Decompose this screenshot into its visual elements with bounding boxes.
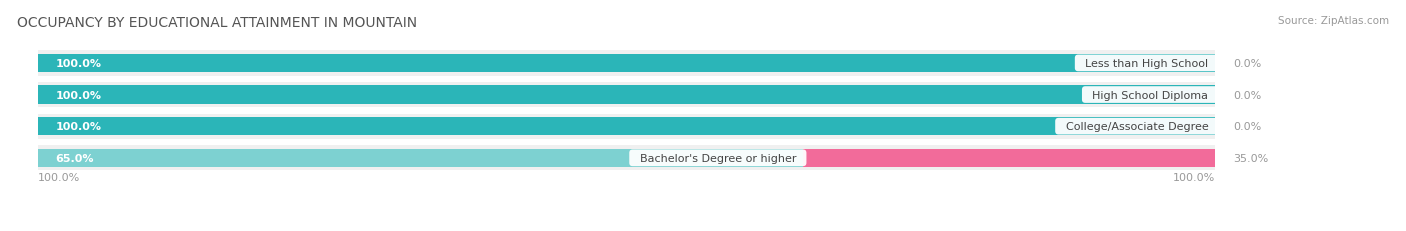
Bar xyxy=(38,82,1215,108)
Text: High School Diploma: High School Diploma xyxy=(1085,90,1215,100)
Text: Source: ZipAtlas.com: Source: ZipAtlas.com xyxy=(1278,16,1389,26)
Text: College/Associate Degree: College/Associate Degree xyxy=(1059,122,1215,132)
Text: 100.0%: 100.0% xyxy=(55,90,101,100)
Text: 0.0%: 0.0% xyxy=(1233,90,1261,100)
Text: 100.0%: 100.0% xyxy=(55,122,101,132)
Bar xyxy=(38,114,1215,139)
Bar xyxy=(38,51,1215,76)
Text: 65.0%: 65.0% xyxy=(55,153,94,163)
Bar xyxy=(803,149,1215,167)
Bar xyxy=(38,149,803,167)
Bar xyxy=(38,146,1215,171)
Bar xyxy=(38,86,1215,104)
Bar xyxy=(38,118,1215,136)
Text: Bachelor's Degree or higher: Bachelor's Degree or higher xyxy=(633,153,803,163)
Text: 100.0%: 100.0% xyxy=(55,59,101,69)
Text: OCCUPANCY BY EDUCATIONAL ATTAINMENT IN MOUNTAIN: OCCUPANCY BY EDUCATIONAL ATTAINMENT IN M… xyxy=(17,16,418,30)
Text: 100.0%: 100.0% xyxy=(1173,173,1215,183)
Text: 0.0%: 0.0% xyxy=(1233,59,1261,69)
Text: 35.0%: 35.0% xyxy=(1233,153,1268,163)
Text: 100.0%: 100.0% xyxy=(38,173,80,183)
Text: 0.0%: 0.0% xyxy=(1233,122,1261,132)
Bar xyxy=(38,55,1215,73)
Text: Less than High School: Less than High School xyxy=(1078,59,1215,69)
